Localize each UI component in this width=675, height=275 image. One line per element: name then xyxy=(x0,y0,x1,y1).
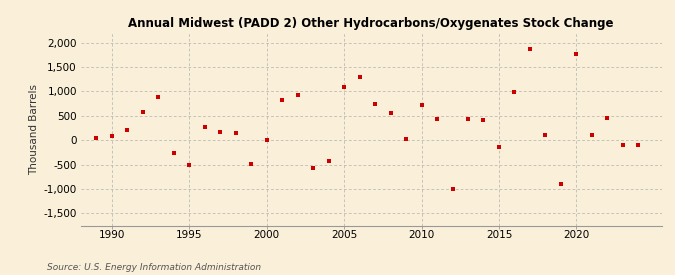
Point xyxy=(462,117,473,122)
Point xyxy=(602,116,613,120)
Point xyxy=(416,103,427,107)
Point xyxy=(91,136,102,140)
Point xyxy=(478,117,489,122)
Point xyxy=(540,133,551,137)
Point xyxy=(618,142,628,147)
Point xyxy=(138,110,148,114)
Y-axis label: Thousand Barrels: Thousand Barrels xyxy=(29,84,39,175)
Point xyxy=(401,137,412,141)
Point xyxy=(385,111,396,116)
Point xyxy=(447,187,458,191)
Point xyxy=(122,128,133,133)
Point xyxy=(199,125,210,130)
Text: Source: U.S. Energy Information Administration: Source: U.S. Energy Information Administ… xyxy=(47,263,261,272)
Point xyxy=(246,161,256,166)
Point xyxy=(107,134,117,139)
Point xyxy=(292,93,303,98)
Point xyxy=(323,159,334,163)
Point xyxy=(587,133,597,138)
Point xyxy=(524,47,535,51)
Point xyxy=(277,98,288,102)
Point xyxy=(339,84,350,89)
Point xyxy=(493,144,504,149)
Point xyxy=(308,166,319,171)
Point xyxy=(633,143,644,147)
Point xyxy=(431,117,442,122)
Point xyxy=(571,52,582,56)
Point xyxy=(169,151,180,156)
Point xyxy=(261,138,272,142)
Point xyxy=(215,130,225,134)
Point xyxy=(370,101,381,106)
Point xyxy=(153,95,164,100)
Title: Annual Midwest (PADD 2) Other Hydrocarbons/Oxygenates Stock Change: Annual Midwest (PADD 2) Other Hydrocarbo… xyxy=(128,17,614,31)
Point xyxy=(184,162,195,167)
Point xyxy=(509,90,520,95)
Point xyxy=(230,130,241,135)
Point xyxy=(354,75,365,79)
Point xyxy=(556,182,566,186)
